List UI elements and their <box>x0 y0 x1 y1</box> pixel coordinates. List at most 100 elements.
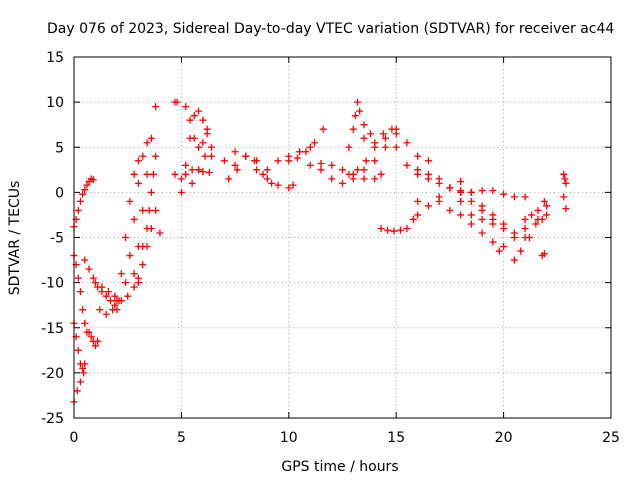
data-point <box>188 179 196 187</box>
data-point <box>349 125 357 133</box>
data-point <box>540 250 548 258</box>
data-point <box>543 211 551 219</box>
data-point <box>543 202 551 210</box>
data-point <box>113 297 121 305</box>
series-arc-34 <box>500 211 551 251</box>
data-point <box>371 157 379 165</box>
data-point <box>296 148 304 156</box>
y-tick-label: -5 <box>50 231 64 247</box>
data-point <box>156 229 164 237</box>
data-point <box>339 166 346 174</box>
series-arc-11 <box>134 206 164 287</box>
series-arc-17 <box>188 143 215 187</box>
data-point <box>360 134 368 142</box>
data-point <box>117 270 125 278</box>
y-axis-label: SDTVAR / TECUs <box>7 181 23 296</box>
data-point <box>457 211 465 219</box>
data-point <box>403 161 411 169</box>
data-point <box>102 292 110 300</box>
data-point <box>81 360 89 368</box>
data-point <box>73 387 81 395</box>
data-point <box>145 206 153 214</box>
data-point <box>328 175 336 183</box>
data-point <box>534 215 542 223</box>
series-arc-28 <box>392 143 475 196</box>
data-point <box>139 243 147 251</box>
data-point <box>354 98 362 106</box>
data-point <box>74 346 82 354</box>
data-point <box>81 186 89 194</box>
data-point <box>130 215 138 223</box>
data-point <box>242 152 250 160</box>
data-point <box>390 227 398 235</box>
data-point <box>532 220 540 228</box>
data-point <box>126 197 134 205</box>
chart-title: Day 076 of 2023, Sidereal Day-to-day VTE… <box>47 21 614 37</box>
data-point <box>500 224 508 232</box>
data-point <box>122 234 130 241</box>
data-point <box>435 175 443 183</box>
data-point <box>446 184 454 192</box>
data-point <box>96 306 104 314</box>
data-point <box>147 134 155 142</box>
y-tick-label: 10 <box>46 95 64 111</box>
data-point <box>561 175 569 183</box>
data-point <box>139 261 147 269</box>
x-tick-label: 0 <box>70 430 79 446</box>
data-point <box>207 143 215 151</box>
data-point <box>457 197 465 205</box>
data-point <box>478 215 486 223</box>
data-point <box>268 179 276 187</box>
data-point <box>98 283 106 291</box>
data-point <box>81 319 89 327</box>
data-point <box>285 184 293 192</box>
data-point <box>396 226 404 234</box>
data-point <box>263 175 271 183</box>
series-arc-08 <box>96 139 151 318</box>
data-point <box>500 243 508 251</box>
data-point <box>134 157 142 165</box>
data-point <box>253 166 261 174</box>
data-point <box>521 224 529 232</box>
data-point <box>126 252 134 260</box>
data-point <box>91 279 99 287</box>
data-point <box>171 170 179 178</box>
data-point <box>74 206 82 214</box>
data-point <box>371 175 379 183</box>
data-point <box>79 306 87 314</box>
data-point <box>293 154 301 162</box>
data-point <box>188 166 196 174</box>
data-point <box>139 152 147 160</box>
y-tick-label: -15 <box>41 321 64 337</box>
data-point <box>478 187 486 195</box>
data-point <box>446 206 454 214</box>
series-arc-26 <box>360 125 432 165</box>
data-point <box>317 166 325 174</box>
data-point <box>274 157 282 165</box>
data-point <box>495 247 503 255</box>
data-point <box>107 297 115 305</box>
data-point <box>379 130 387 138</box>
data-point <box>76 288 84 296</box>
x-tick-labels: 0 5 10 15 20 25 <box>70 430 620 446</box>
axis-ticks <box>73 56 612 419</box>
series-arc-36 <box>521 197 548 223</box>
data-point <box>143 224 151 232</box>
data-point <box>424 202 432 210</box>
data-point <box>190 112 198 120</box>
data-point <box>521 193 529 201</box>
data-point <box>510 193 518 201</box>
data-point <box>381 134 389 142</box>
data-point <box>177 175 185 183</box>
y-tick-label: -10 <box>41 276 64 292</box>
data-point <box>356 107 364 115</box>
data-point <box>319 125 327 133</box>
series-arc-27 <box>377 197 422 235</box>
data-point <box>130 283 138 291</box>
x-tick-label: 10 <box>280 430 298 446</box>
data-points <box>70 98 570 406</box>
series-arc-18 <box>220 152 297 192</box>
series-arc-04 <box>70 369 88 406</box>
data-point <box>253 157 261 165</box>
